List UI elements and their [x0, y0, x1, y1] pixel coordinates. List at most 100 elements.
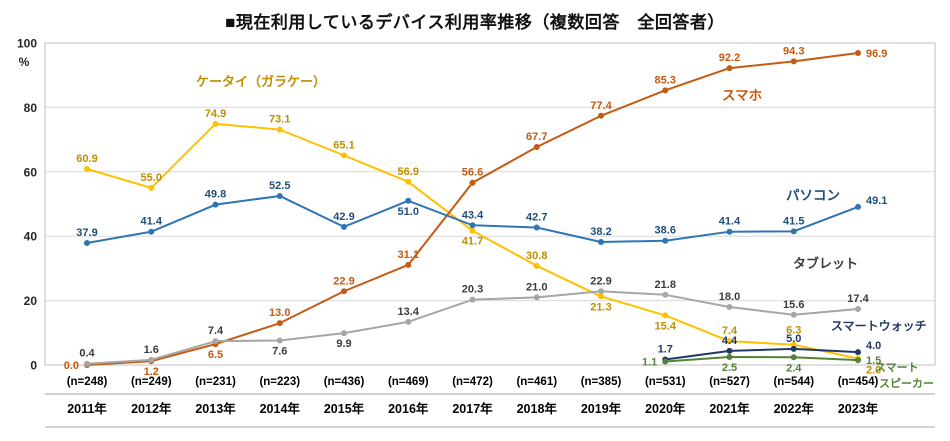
marker-tablet-2019	[598, 288, 604, 295]
marker-pc-2022	[790, 228, 797, 235]
marker-smartwatch-2021	[726, 347, 733, 354]
sample-size-2017: (n=472)	[452, 376, 493, 388]
x-label-2023: 2023年	[838, 401, 879, 416]
line-smart-speaker	[664, 355, 859, 363]
value-label-pc-2015: 42.9	[333, 211, 354, 223]
value-label-feature-phone-2014: 73.1	[269, 114, 290, 126]
marker-smartphone-2022	[790, 58, 797, 65]
marker-tablet-2015	[341, 330, 347, 337]
value-label-smartwatch-2021: 4.4	[722, 335, 738, 347]
x-label-2021: 2021年	[709, 401, 750, 416]
value-label-feature-phone-2020: 15.4	[655, 320, 677, 332]
x-label-2022: 2022年	[774, 401, 815, 416]
sample-size-2019: (n=385)	[581, 376, 622, 388]
value-label-tablet-2018: 21.0	[526, 281, 547, 293]
marker-feature-phone-2013	[212, 120, 219, 127]
value-label-feature-phone-2017: 41.7	[462, 236, 483, 248]
marker-feature-phone-2020	[662, 312, 669, 319]
value-label-smart-speaker-2021: 2.5	[722, 362, 737, 374]
value-label-tablet-2021: 18.0	[719, 291, 740, 303]
marker-pc-2016	[405, 197, 412, 204]
marker-tablet-2013	[212, 338, 219, 345]
marker-smart-speaker-2023	[855, 357, 861, 364]
sample-size-2011: (n=248)	[67, 376, 108, 388]
marker-smartphone-2019	[598, 112, 604, 119]
value-label-pc-2014: 52.5	[269, 180, 290, 192]
value-label-smart-speaker-2022: 2.4	[786, 362, 802, 374]
marker-smartwatch-2022	[790, 345, 797, 352]
y-tick-label-60: 60	[24, 165, 38, 179]
marker-pc-2012	[148, 228, 155, 235]
value-label-tablet-2011: 0.4	[79, 348, 95, 360]
marker-pc-2021	[726, 228, 733, 235]
value-label-smartphone-2012: 1.2	[144, 366, 159, 378]
value-label-tablet-2012: 1.6	[144, 344, 159, 356]
value-label-smartwatch-2023: 4.0	[866, 340, 881, 352]
value-label-pc-2016: 51.0	[398, 206, 419, 218]
x-label-2018: 2018年	[517, 401, 558, 416]
value-label-smartphone-2011: 0.0	[64, 360, 79, 372]
series-label-smartwatch: スマートウォッチ	[831, 319, 927, 333]
sample-size-2013: (n=231)	[195, 376, 236, 388]
value-label-tablet-2020: 21.8	[655, 279, 676, 291]
marker-pc-2013	[212, 201, 219, 208]
sample-size-2018: (n=461)	[516, 376, 557, 388]
series-label-pc: パソコン	[786, 188, 840, 203]
marker-smartphone-2023	[855, 49, 861, 56]
value-label-smartphone-2017: 56.6	[462, 167, 483, 179]
value-label-feature-phone-2012: 55.0	[141, 172, 162, 184]
value-label-pc-2017: 43.4	[462, 209, 484, 221]
value-label-feature-phone-2018: 30.8	[526, 250, 547, 262]
value-label-smartphone-2018: 67.7	[526, 131, 547, 143]
marker-feature-phone-2012	[148, 184, 155, 191]
marker-feature-phone-2019	[598, 293, 604, 300]
sample-size-2023: (n=454)	[838, 376, 879, 388]
marker-tablet-2012	[148, 356, 155, 363]
value-label-pc-2023: 49.1	[866, 195, 887, 207]
marker-smartphone-2014	[276, 320, 283, 327]
marker-feature-phone-2015	[341, 152, 347, 159]
x-label-2013: 2013年	[195, 401, 236, 416]
marker-tablet-2017	[469, 296, 476, 303]
sample-size-2015: (n=436)	[324, 376, 365, 388]
value-label-tablet-2016: 13.4	[398, 306, 420, 318]
marker-tablet-2023	[855, 305, 861, 312]
value-label-smartphone-2016: 31.1	[398, 249, 419, 261]
value-label-feature-phone-2016: 56.9	[398, 166, 419, 178]
marker-tablet-2018	[533, 294, 540, 301]
marker-tablet-2016	[405, 318, 412, 325]
sample-size-2022: (n=544)	[773, 376, 814, 388]
marker-smartphone-2021	[726, 65, 733, 72]
marker-smartphone-2020	[662, 87, 669, 94]
y-axis-unit: %	[19, 55, 30, 69]
value-label-feature-phone-2015: 65.1	[333, 139, 354, 151]
x-label-2017: 2017年	[452, 401, 493, 416]
marker-pc-2015	[341, 223, 347, 230]
value-label-smart-speaker-2020: 1.1	[642, 356, 657, 368]
marker-feature-phone-2011	[84, 165, 90, 172]
x-label-2012: 2012年	[131, 401, 172, 416]
value-label-smartphone-2023: 96.9	[866, 48, 887, 60]
marker-feature-phone-2017	[469, 227, 476, 234]
marker-feature-phone-2018	[533, 262, 540, 269]
marker-pc-2019	[598, 238, 604, 245]
value-label-pc-2020: 38.6	[655, 225, 676, 237]
value-label-tablet-2014: 7.6	[272, 346, 287, 358]
marker-tablet-2014	[276, 337, 283, 344]
value-label-tablet-2023: 17.4	[847, 293, 869, 305]
sample-size-2012: (n=249)	[131, 376, 172, 388]
value-label-pc-2013: 49.8	[205, 189, 226, 201]
sample-size-2014: (n=223)	[259, 376, 300, 388]
value-label-feature-phone-2019: 21.3	[590, 301, 611, 313]
value-label-pc-2018: 42.7	[526, 212, 547, 224]
sample-size-2016: (n=469)	[388, 376, 429, 388]
x-label-2019: 2019年	[581, 401, 622, 416]
series-label-feature-phone: ケータイ（ガラケー）	[196, 74, 326, 89]
marker-pc-2017	[469, 222, 476, 229]
marker-feature-phone-2016	[405, 178, 412, 185]
marker-smartphone-2016	[405, 261, 412, 268]
value-label-smartphone-2020: 85.3	[655, 74, 676, 86]
value-label-feature-phone-2021: 7.4	[722, 325, 738, 337]
